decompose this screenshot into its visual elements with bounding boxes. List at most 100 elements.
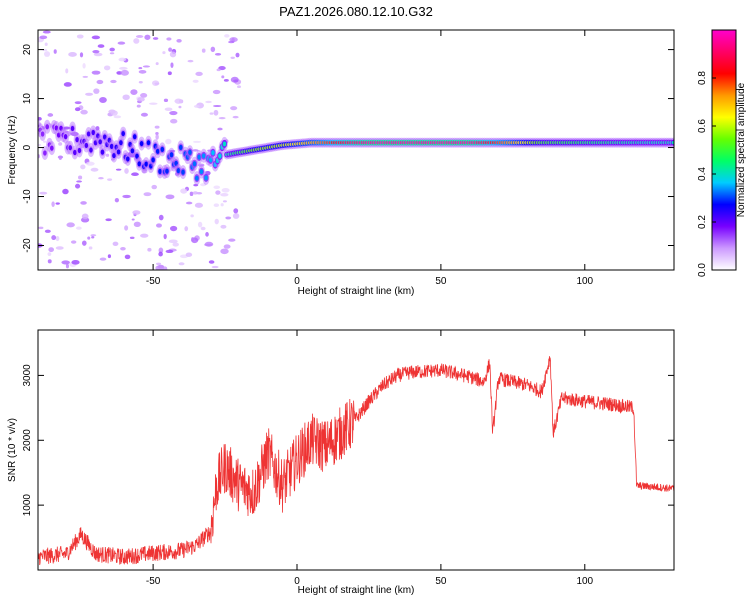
spectrogram-noise-blob: [136, 104, 141, 108]
spectrogram-noise-blob: [189, 191, 194, 197]
figure-title: PAZ1.2026.080.12.10.G32: [279, 4, 433, 19]
spectrogram-noise-blob: [222, 200, 227, 203]
spectrogram-noise-blob: [133, 221, 141, 228]
spectrogram-noise-blob: [221, 188, 230, 193]
spectrogram-noise-blob: [205, 100, 212, 104]
spectrogram-noise-blob: [44, 42, 48, 46]
spectrogram-noise-blob: [167, 71, 172, 76]
spectrogram-noise-blob: [158, 247, 164, 254]
snr-ytick-label: 2000: [22, 429, 33, 452]
spectrogram-noise-blob: [210, 46, 216, 52]
spectrogram-ridge-core: [174, 160, 178, 166]
snr-series-line: [38, 356, 674, 566]
spectrogram-ridge-core: [144, 161, 149, 167]
spectrogram-noise-blob: [90, 167, 99, 172]
spectrogram-ridge-core: [93, 140, 98, 146]
spectrogram-noise-blob: [155, 134, 159, 140]
spectrogram-noise-blob: [142, 65, 151, 68]
spectrogram-noise-blob: [178, 105, 182, 109]
spectrogram-noise-blob: [53, 49, 57, 54]
spectrogram-noise-blob: [162, 266, 168, 270]
colorbar-tick-label: 0.0: [697, 263, 708, 277]
spectrogram-noise-blob: [193, 104, 200, 108]
spectrogram-noise-blob: [82, 63, 86, 69]
spectrogram-noise-blob: [138, 69, 147, 74]
spectrogram-noise-blob: [91, 70, 101, 75]
spectrogram-noise-blob: [172, 242, 179, 247]
spectrogram-ridge-core: [137, 161, 142, 167]
spectrogram-noise-blob: [78, 175, 83, 180]
spectrogram-noise-blob: [213, 109, 219, 116]
spectrogram-ridge-core: [50, 145, 54, 151]
spectrogram-noise-blob: [131, 172, 139, 177]
spectrogram-noise-blob: [74, 107, 81, 112]
spectrogram-noise-blob: [184, 226, 189, 232]
spectrogram-noise-blob: [224, 34, 230, 38]
spectrogram-noise-blob: [233, 79, 239, 83]
spectrogram-noise-blob: [80, 201, 87, 205]
spectrogram-noise-blob: [109, 52, 115, 55]
colorbar-strip: [712, 30, 736, 270]
spectrogram-ridge-core: [149, 163, 153, 169]
spectrogram-noise-blob: [80, 164, 86, 170]
spectrogram-ridge-core: [116, 149, 121, 155]
spectrogram-panel: -50 0 50 100 -20 -10 0 10 20 Height of straight …: [7, 29, 675, 297]
spectrogram-noise-blob: [82, 75, 89, 78]
spectrogram-noise-blob: [42, 140, 47, 143]
spectrogram-noise-blob: [158, 214, 164, 221]
spectrogram-noise-blob: [192, 149, 199, 152]
spectrogram-xlabel: Height of straight line (km): [298, 286, 415, 297]
spectrogram-noise-blob: [70, 131, 79, 137]
spectrogram-ridge-core: [73, 149, 77, 156]
spectrogram-noise-blob: [178, 262, 185, 266]
spectrogram-noise-blob: [168, 47, 172, 52]
spectrogram-noise-blob: [62, 126, 71, 130]
spectrogram-noise-blob: [155, 132, 159, 136]
spectrogram-noise-blob: [201, 48, 206, 53]
spectrogram-ridge-core: [100, 149, 105, 155]
spectrogram-noise-blob: [213, 203, 220, 207]
spectrogram-noise-blob: [187, 59, 194, 63]
spectrogram-noise-blob: [107, 178, 113, 181]
spectrogram-noise-blob: [232, 213, 240, 219]
spectrogram-ridge-core: [153, 143, 158, 149]
spectrogram-noise-blob: [169, 51, 177, 58]
spectrogram-noise-blob: [197, 221, 203, 228]
spectrogram-ridge-core: [176, 168, 181, 174]
spectrogram-noise-blob: [75, 183, 81, 189]
colorbar-tick-label: 0.2: [697, 215, 708, 229]
spectrogram-noise-blob: [99, 96, 107, 103]
spectrogram-noise-blob: [218, 116, 226, 120]
spectrogram-ridge-core: [112, 152, 116, 159]
spectrogram-noise-blob: [209, 112, 214, 115]
spectrogram-ridge-core: [130, 148, 135, 154]
spectrogram-noise-blob: [140, 233, 149, 238]
spectrogram-noise-blob: [233, 208, 239, 214]
spectrogram-ridge-core: [155, 148, 160, 154]
spectrogram-ridge-core: [56, 132, 61, 138]
snr-xtick-label: 100: [576, 576, 593, 587]
spectrogram-noise-blob: [47, 113, 54, 117]
spectrogram-noise-blob: [144, 34, 151, 40]
spectrogram-noise-blob: [63, 82, 72, 87]
spectrogram-noise-blob: [230, 106, 238, 111]
spectrogram-noise-blob: [208, 260, 215, 264]
spectrogram-noise-blob: [212, 104, 222, 108]
spectrogram-noise-blob: [112, 241, 119, 246]
spectrogram-ridge-core: [54, 125, 59, 131]
spectrogram-ylabel: Frequency (Hz): [7, 116, 18, 185]
spectrogram-noise-blob: [47, 252, 52, 256]
snr-ticks: -50 0 50 100 1000 2000 3000: [22, 330, 674, 587]
spectrogram-noise-blob: [120, 246, 126, 251]
spectrogram-ridge-core: [107, 137, 112, 143]
spectrogram-noise-blob: [79, 52, 84, 58]
spectrogram-noise-blob: [213, 185, 221, 190]
spectrogram-ridge-core: [119, 140, 123, 146]
spectrogram-noise-blob: [168, 239, 178, 244]
colorbar-tick-label: 0.4: [697, 167, 708, 181]
spectrogram-noise-blob: [99, 257, 107, 261]
spectrogram-noise-blob: [97, 44, 105, 48]
spectrogram-ridge-core: [160, 146, 165, 152]
spectrogram-noise-blob: [220, 248, 229, 255]
spectrogram-noise-blob: [165, 249, 174, 254]
